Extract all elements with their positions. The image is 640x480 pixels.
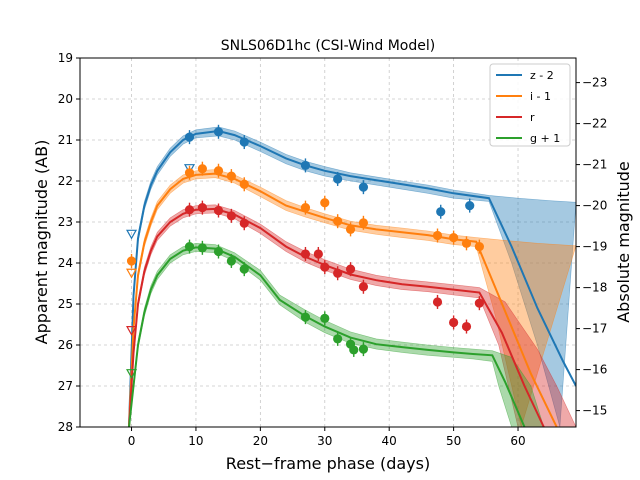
data-point xyxy=(333,174,343,184)
upper-limit-marker xyxy=(126,369,138,379)
y-tick-label: 19 xyxy=(58,51,73,65)
y2-tick-label: −18 xyxy=(582,281,607,295)
y2-tick-label: −20 xyxy=(582,199,607,213)
x-tick-label: 40 xyxy=(382,434,397,448)
data-point xyxy=(436,207,446,217)
x-tick-label: 0 xyxy=(128,434,136,448)
data-point xyxy=(197,203,207,213)
data-point xyxy=(474,298,484,308)
y-tick-label: 24 xyxy=(58,256,73,270)
data-point xyxy=(333,334,343,344)
y2-tick-label: −17 xyxy=(582,322,607,336)
upper-limit-marker xyxy=(126,268,138,279)
y-tick-label: 22 xyxy=(58,174,73,188)
data-point xyxy=(358,282,369,292)
data-point xyxy=(300,203,311,213)
y2-tick-label: −22 xyxy=(582,117,607,131)
data-point xyxy=(313,249,323,259)
data-point xyxy=(226,256,236,266)
model-curve xyxy=(128,129,576,427)
data-point xyxy=(320,262,330,272)
data-point xyxy=(184,242,195,252)
data-point xyxy=(213,127,224,137)
y2-tick-label: −19 xyxy=(582,240,607,254)
data-point xyxy=(333,216,343,226)
data-point xyxy=(461,238,472,248)
data-point xyxy=(239,137,249,147)
data-point xyxy=(126,256,137,266)
data-point xyxy=(358,218,369,228)
y-tick-label: 27 xyxy=(58,379,73,393)
data-point xyxy=(184,168,195,178)
x-tick-label: 20 xyxy=(253,434,268,448)
chart-title: SNLS06D1hc (CSI-Wind Model) xyxy=(221,38,435,54)
data-point xyxy=(449,232,459,243)
data-point xyxy=(333,268,343,278)
y-tick-label: 23 xyxy=(58,215,73,229)
data-point xyxy=(349,345,359,355)
data-point xyxy=(300,160,311,171)
data-point xyxy=(300,312,311,322)
legend-label: g + 1 xyxy=(530,132,560,145)
y2-tick-label: −16 xyxy=(582,363,607,377)
data-point xyxy=(358,344,369,354)
x-tick-label: 30 xyxy=(317,434,332,448)
data-point xyxy=(320,198,330,208)
data-point xyxy=(449,317,459,328)
data-point xyxy=(300,249,311,259)
y-tick-label: 20 xyxy=(58,92,73,106)
y2-tick-label: −23 xyxy=(582,76,607,90)
y-tick-label: 28 xyxy=(58,420,73,434)
data-point xyxy=(213,166,224,176)
legend: z - 2 i - 1 r g + 1 xyxy=(489,63,571,147)
axes: 0 10 20 30 40 50 60 19 20 21 22 23 24 25 26 27 28 −15 −16 −… xyxy=(58,51,608,448)
upper-limit-marker xyxy=(183,164,196,174)
data-point xyxy=(461,321,472,332)
data-point xyxy=(213,246,224,257)
data-point xyxy=(474,242,484,252)
legend-box xyxy=(489,63,571,147)
data-point xyxy=(239,264,249,274)
x-axis-label: Rest−frame phase (days) xyxy=(226,454,430,473)
data-point xyxy=(358,182,369,192)
data-point xyxy=(432,230,443,241)
model-band xyxy=(128,126,576,427)
legend-label: r xyxy=(530,111,535,124)
y-tick-label: 21 xyxy=(58,133,73,147)
data-point xyxy=(213,205,224,216)
grid-lines xyxy=(80,57,576,428)
data-point xyxy=(226,211,236,221)
data-point xyxy=(465,201,475,211)
y-axis-label: Apparent magnitude (AB) xyxy=(32,140,51,345)
y2-tick-label: −21 xyxy=(582,158,607,172)
data-point xyxy=(320,313,330,323)
data-point xyxy=(239,218,249,228)
data-point xyxy=(345,224,356,234)
x-tick-label: 60 xyxy=(510,434,525,448)
model-curve xyxy=(128,207,545,427)
data-point xyxy=(197,164,207,174)
model-band xyxy=(128,204,576,427)
data-point xyxy=(197,243,207,253)
model-curve xyxy=(128,246,526,427)
data-point xyxy=(184,132,195,142)
data-point xyxy=(226,171,236,181)
data-point xyxy=(239,179,249,189)
y2-tick-label: −15 xyxy=(582,404,607,418)
data-point xyxy=(345,264,356,274)
data-point xyxy=(184,205,195,215)
data-points xyxy=(126,124,484,379)
data-point xyxy=(432,297,443,307)
y2-axis-label: Absolute magnitude xyxy=(614,161,633,323)
y-tick-label: 25 xyxy=(58,297,73,311)
y-tick-label: 26 xyxy=(58,338,73,352)
upper-limit-marker xyxy=(126,326,138,336)
legend-label: i - 1 xyxy=(530,90,551,103)
upper-limit-marker xyxy=(126,229,138,240)
x-tick-label: 50 xyxy=(446,434,461,448)
x-tick-label: 10 xyxy=(188,434,203,448)
plot-frame xyxy=(79,57,577,428)
legend-label: z - 2 xyxy=(530,69,554,82)
